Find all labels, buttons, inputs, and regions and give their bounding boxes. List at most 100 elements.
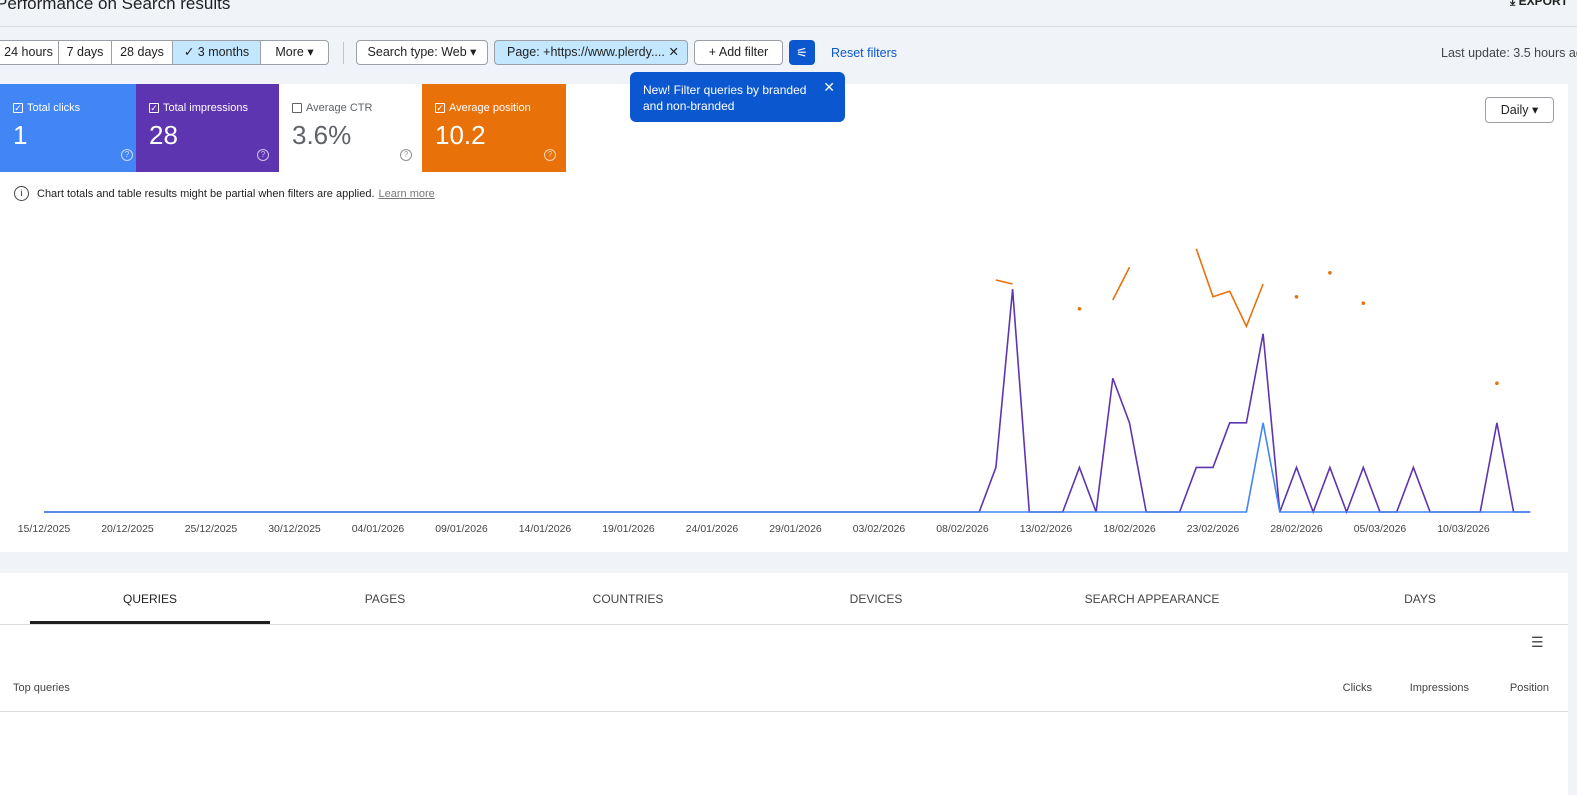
x-tick-label: 10/03/2026: [1437, 523, 1490, 535]
data-point: [1328, 271, 1332, 275]
column-header: Position: [1509, 682, 1549, 694]
last-update: Last update: 3.5 hours ago: [1441, 46, 1577, 60]
help-icon[interactable]: ?: [121, 149, 133, 161]
card-value: 1: [13, 120, 28, 150]
x-tick-label: 24/01/2026: [686, 523, 739, 535]
card-value: 10.2: [435, 120, 486, 150]
granularity-label: Daily: [1500, 103, 1529, 117]
search-type-filter[interactable]: Search type: Web ▾: [356, 40, 488, 65]
notice: i Chart totals and table results might be…: [14, 186, 435, 201]
page-filter-chip[interactable]: Page: +https://www.plerdy.... ✕: [494, 40, 688, 65]
range-label: 3 months: [197, 45, 250, 59]
metric-card[interactable]: ✓ Average position 10.2?: [422, 84, 566, 172]
add-filter-label: Add filter: [718, 45, 769, 59]
card-title: Total clicks: [27, 102, 81, 114]
search-type-label: Search type: Web: [367, 45, 467, 59]
checkbox[interactable]: ✓: [149, 103, 159, 113]
tooltip-text: New! Filter queries by branded and non-b…: [643, 83, 807, 113]
x-tick-label: 08/02/2026: [936, 523, 989, 535]
x-tick-label: 19/01/2026: [602, 523, 655, 535]
notice-text: Chart totals and table results might be …: [37, 187, 375, 200]
data-point: [1077, 307, 1082, 311]
range-button[interactable]: 7 days: [58, 40, 112, 65]
divider: [0, 26, 1577, 27]
tab[interactable]: COUNTRIES: [592, 592, 664, 606]
card-title: Average position: [449, 102, 531, 114]
range-button[interactable]: 24 hours: [0, 40, 59, 65]
divider: [0, 624, 1568, 625]
table-filter-icon[interactable]: ☰: [1531, 634, 1544, 650]
card-title: Average CTR: [306, 102, 373, 114]
tab[interactable]: QUERIES: [122, 592, 178, 606]
x-tick-label: 09/01/2026: [435, 523, 488, 535]
x-tick-label: 20/12/2025: [101, 523, 154, 535]
metric-card[interactable]: ✓ Total clicks 1?: [0, 84, 143, 172]
checkbox[interactable]: ✓: [13, 103, 23, 113]
column-header: Clicks: [1342, 682, 1372, 694]
tab[interactable]: DAYS: [1404, 592, 1436, 606]
x-tick-label: 13/02/2026: [1020, 523, 1073, 535]
x-tick-label: 23/02/2026: [1187, 523, 1240, 535]
card-value: 3.6%: [292, 120, 352, 150]
x-tick-label: 25/12/2025: [185, 523, 238, 535]
range-label: 24 hours: [4, 45, 53, 59]
info-icon: i: [14, 186, 29, 201]
series-line: [995, 279, 1013, 285]
data-point: [1361, 301, 1366, 305]
granularity-select[interactable]: Daily ▾: [1485, 97, 1554, 123]
x-tick-label: 28/02/2026: [1270, 523, 1323, 535]
tooltip: New! Filter queries by branded and non-b…: [630, 72, 845, 122]
page-filter-label: Page: +https://www.plerdy....: [507, 45, 665, 59]
page-title: Performance on Search results: [0, 0, 231, 13]
tab[interactable]: PAGES: [364, 592, 406, 606]
checkbox[interactable]: ✓: [435, 103, 445, 113]
x-tick-label: 14/01/2026: [519, 523, 572, 535]
divider: [0, 711, 1568, 712]
card-label: ✓ Average position: [435, 102, 566, 114]
range-label: 28 days: [120, 45, 164, 59]
range-button[interactable]: ✓ 3 months: [172, 40, 261, 65]
range-button[interactable]: More ▾: [260, 40, 329, 65]
data-point: [1294, 295, 1299, 299]
chart: 15/12/2025 20/12/2025 25/12/2025 30/12/2025…: [18, 248, 1531, 535]
x-tick-label: 05/03/2026: [1354, 523, 1407, 535]
x-tick-label: 03/02/2026: [853, 523, 906, 535]
x-tick-label: 15/12/2025: [18, 523, 71, 535]
x-tick-label: 29/01/2026: [769, 523, 822, 535]
reset-filters[interactable]: Reset filters: [831, 46, 897, 60]
series-line: [1112, 266, 1131, 301]
x-tick-label: 30/12/2025: [268, 523, 321, 535]
series-line: [1195, 248, 1264, 329]
range-label: More: [275, 45, 304, 59]
metric-card[interactable]: Average CTR 3.6%?: [279, 84, 422, 172]
column-header: Top queries: [13, 682, 70, 694]
tab[interactable]: DEVICES: [849, 592, 903, 606]
card-title: Total impressions: [163, 102, 248, 114]
check-icon: ✓: [183, 45, 198, 59]
export-label: EXPORT: [1518, 0, 1568, 8]
close-tooltip[interactable]: ✕: [823, 79, 835, 95]
table-card: [0, 573, 1568, 795]
add-filter-button[interactable]: + Add filter: [694, 40, 783, 65]
metric-card[interactable]: ✓ Total impressions 28?: [136, 84, 279, 172]
checkbox[interactable]: [292, 103, 302, 113]
help-icon[interactable]: ?: [257, 149, 269, 161]
card-label: Average CTR: [292, 102, 422, 114]
series-line: [44, 422, 1531, 513]
export-button[interactable]: ⤓ EXPORT: [1510, 0, 1568, 9]
help-icon[interactable]: ?: [544, 149, 556, 161]
series-line: [44, 289, 1531, 515]
range-label: 7 days: [66, 45, 104, 59]
x-tick-label: 18/02/2026: [1103, 523, 1156, 535]
card-label: ✓ Total impressions: [149, 102, 279, 114]
data-point: [1495, 381, 1499, 385]
learn-more-link[interactable]: Learn more: [378, 187, 435, 200]
card-label: ✓ Total clicks: [13, 102, 143, 114]
range-button[interactable]: 28 days: [111, 40, 173, 65]
filter-icon-button[interactable]: ⚟: [789, 40, 815, 65]
tab[interactable]: SEARCH APPEARANCE: [1084, 592, 1220, 606]
help-icon[interactable]: ?: [400, 149, 412, 161]
column-header: Impressions: [1409, 682, 1469, 694]
remove-icon[interactable]: ✕: [668, 45, 679, 59]
